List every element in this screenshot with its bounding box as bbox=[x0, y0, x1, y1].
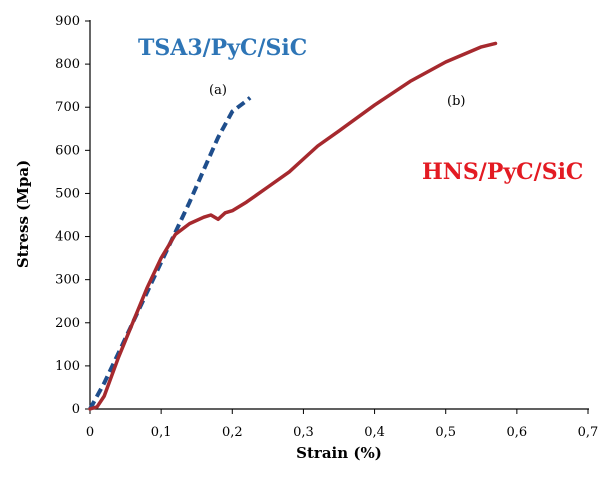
series-a-overlay-label: TSA3/PyC/SiC bbox=[138, 35, 307, 61]
x-axis-title: Strain (%) bbox=[296, 444, 382, 462]
ticks: 0 100 200 300 400 500 600 700 800 900 0 0,1 0,2 0,3 0,… bbox=[55, 14, 598, 440]
x-tick-label: 0 bbox=[86, 425, 94, 440]
series-layer bbox=[88, 41, 498, 411]
x-tick-label: 0,4 bbox=[364, 425, 385, 440]
y-tick-label: 500 bbox=[55, 186, 80, 201]
x-tick-label: 0,7 bbox=[578, 425, 599, 440]
curve-b-tag: (b) bbox=[447, 94, 465, 109]
y-tick-label: 600 bbox=[55, 143, 80, 158]
x-tick-label: 0,2 bbox=[222, 425, 243, 440]
y-tick-label: 800 bbox=[55, 57, 80, 72]
series-b-overlay-label: HNS/PyC/SiC bbox=[422, 159, 583, 185]
x-tick-label: 0,6 bbox=[507, 425, 528, 440]
y-tick-label: 700 bbox=[55, 100, 80, 115]
x-tick-label: 0,1 bbox=[151, 425, 172, 440]
x-tick-label: 0,3 bbox=[293, 425, 314, 440]
y-tick-label: 200 bbox=[55, 316, 80, 331]
x-tick-label: 0,5 bbox=[435, 425, 456, 440]
y-tick-label: 400 bbox=[55, 230, 80, 245]
curve-a-tag: (a) bbox=[209, 83, 227, 98]
series-line-b bbox=[88, 41, 498, 411]
y-tick-label: 300 bbox=[55, 273, 80, 288]
y-tick-label: 100 bbox=[55, 359, 80, 374]
y-axis-title: Stress (Mpa) bbox=[14, 160, 32, 268]
y-tick-label: 900 bbox=[55, 14, 80, 29]
series-line-a bbox=[88, 96, 252, 410]
y-tick-label: 0 bbox=[72, 402, 80, 417]
axes bbox=[89, 20, 589, 410]
